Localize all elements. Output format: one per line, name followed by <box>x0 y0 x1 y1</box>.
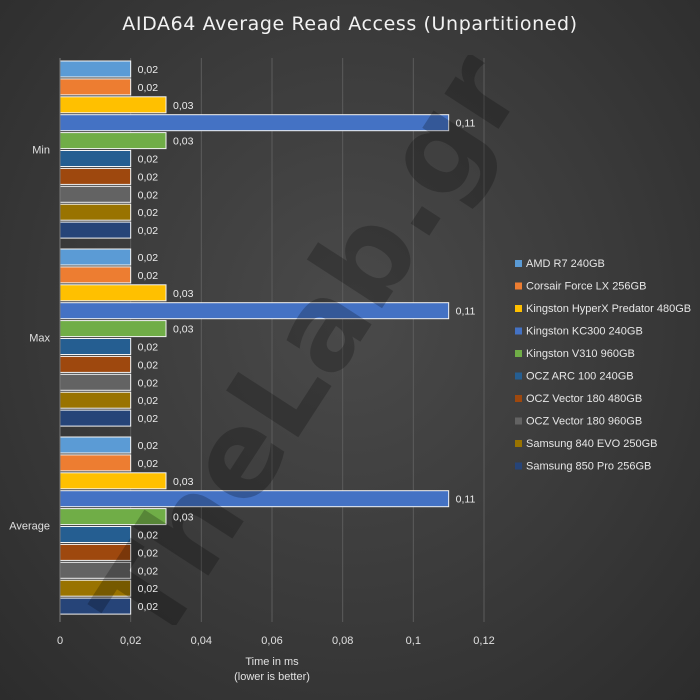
data-label: 0,02 <box>138 154 159 166</box>
data-label: 0,03 <box>173 476 194 488</box>
legend-swatch <box>515 372 522 380</box>
legend-swatch <box>515 327 522 335</box>
bar <box>59 284 167 302</box>
legend-swatch <box>515 462 522 470</box>
bar <box>59 454 132 472</box>
data-label: 0,03 <box>173 512 194 524</box>
data-label: 0,02 <box>138 377 159 389</box>
legend-label: Corsair Force LX 256GB <box>526 281 646 293</box>
legend-swatch <box>515 282 522 290</box>
legend-swatch <box>515 395 522 402</box>
axes: 0 0,02 0,04 0,06 0,08 0,1 0,12 Min Max Average <box>9 58 495 647</box>
legend-label: OCZ Vector 180 480GB <box>526 393 642 405</box>
bar <box>59 132 167 150</box>
x-tick-label: 0,02 <box>120 635 141 647</box>
x-tick-label: 0,1 <box>406 635 421 647</box>
data-label: 0,02 <box>138 440 159 452</box>
legend-label: Samsung 840 EVO 250GB <box>526 438 657 450</box>
legend-swatch <box>515 305 522 312</box>
x-tick-label: 0 <box>57 635 63 647</box>
bar <box>59 203 132 221</box>
legend-label: OCZ Vector 180 960GB <box>526 416 642 428</box>
data-label: 0,03 <box>173 324 194 336</box>
bar <box>59 60 132 78</box>
bar <box>59 373 132 391</box>
category-label: Max <box>29 333 50 345</box>
x-tick-label: 0,12 <box>473 635 494 647</box>
bar <box>59 248 132 266</box>
x-axis-note: (lower is better) <box>234 671 310 683</box>
legend-label: Kingston HyperX Predator 480GB <box>526 303 691 315</box>
legend-swatch <box>515 417 522 425</box>
data-label: 0,02 <box>138 225 159 237</box>
legend-label: Samsung 850 Pro 256GB <box>526 461 651 473</box>
data-label: 0,02 <box>138 565 159 577</box>
legend-label: Kingston KC300 240GB <box>526 326 643 338</box>
bar <box>59 391 132 409</box>
data-label: 0,02 <box>138 207 159 219</box>
data-label: 0,02 <box>138 64 159 76</box>
data-label: 0,02 <box>138 171 159 183</box>
chart-title: AIDA64 Average Read Access (Unpartitione… <box>122 13 577 35</box>
legend-label: OCZ ARC 100 240GB <box>526 371 634 383</box>
category-label: Min <box>32 145 50 157</box>
legend-label: Kingston V310 960GB <box>526 348 635 360</box>
data-label: 0,02 <box>138 458 159 470</box>
x-axis-title: Time in ms <box>245 656 299 668</box>
data-label: 0,02 <box>138 547 159 559</box>
data-label: 0,11 <box>456 494 476 506</box>
x-tick-label: 0,06 <box>261 635 282 647</box>
data-label: 0,02 <box>138 530 159 542</box>
legend-swatch <box>515 350 522 357</box>
bar <box>59 338 132 355</box>
data-label: 0,02 <box>138 359 159 371</box>
legend-swatch <box>515 440 522 447</box>
bar <box>59 221 132 239</box>
data-labels: 0,02 0,02 0,03 0,11 0,03 0,02 0,02 0,02 0,02 0,02… <box>138 64 476 613</box>
data-label: 0,02 <box>138 252 159 264</box>
data-label: 0,02 <box>138 342 159 354</box>
data-label: 0,11 <box>456 118 476 130</box>
legend: AMD R7 240GB Corsair Force LX 256GB Kingst… <box>515 258 691 473</box>
data-label: 0,02 <box>138 601 159 613</box>
x-tick-label: 0,04 <box>191 635 212 647</box>
bar <box>59 355 132 373</box>
bar <box>59 150 132 167</box>
bar <box>59 436 132 454</box>
legend-swatch <box>515 260 522 267</box>
bar <box>59 167 132 185</box>
data-label: 0,02 <box>138 82 159 94</box>
data-label: 0,11 <box>456 306 476 318</box>
legend-label: AMD R7 240GB <box>526 258 605 270</box>
bar <box>59 78 132 96</box>
data-label: 0,03 <box>173 100 194 112</box>
bar <box>59 185 132 203</box>
data-label: 0,02 <box>138 413 159 425</box>
x-tick-label: 0,08 <box>332 635 353 647</box>
data-label: 0,02 <box>138 270 159 282</box>
bar <box>59 266 132 284</box>
bar <box>59 409 132 427</box>
data-label: 0,02 <box>138 395 159 407</box>
bar <box>59 96 167 114</box>
data-label: 0,03 <box>173 136 194 148</box>
data-label: 0,02 <box>138 189 159 201</box>
data-label: 0,02 <box>138 583 159 595</box>
data-label: 0,03 <box>173 288 194 300</box>
category-label: Average <box>9 521 50 533</box>
bar <box>59 320 167 338</box>
